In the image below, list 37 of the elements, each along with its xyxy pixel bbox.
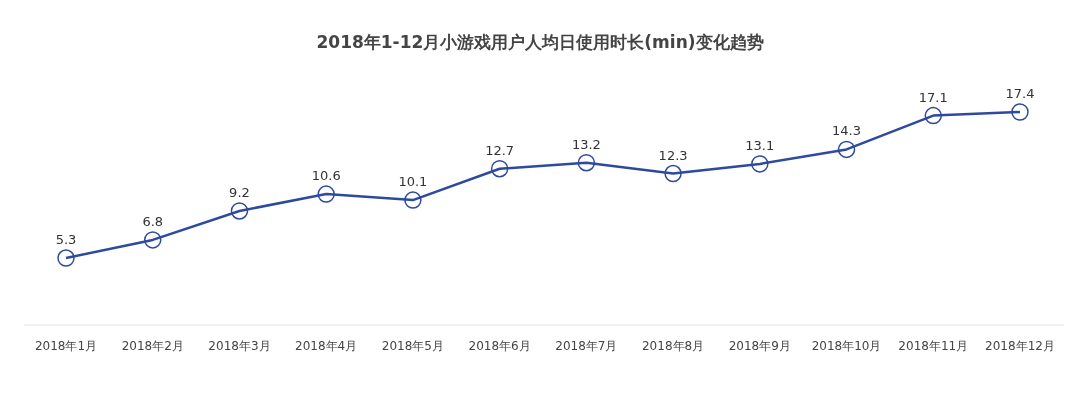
x-tick-label: 2018年1月 [34,339,98,353]
point [57,249,75,267]
x-tick-label: 2018年12月 [985,339,1055,353]
data-label: 6.8 [142,213,164,229]
point [404,191,422,209]
point [577,153,596,172]
point [143,231,162,249]
point [924,106,943,125]
x-tick-label: 2018年10月 [811,339,882,353]
data-label: 10.1 [398,174,428,190]
data-label: 5.3 [55,232,77,248]
x-tick-label: 2018年9月 [728,339,791,353]
data-label: 10.6 [311,168,341,184]
point [664,164,682,183]
point [317,185,335,203]
data-label: 13.1 [745,137,775,153]
data-label: 17.1 [918,89,948,105]
data-label: 17.4 [1005,86,1035,101]
data-label: 14.3 [832,123,862,139]
x-tick-label: 2018年6月 [468,339,531,353]
point [490,159,509,178]
x-tick-label: 2018年3月 [208,339,271,353]
x-tick-label: 2018年5月 [381,339,444,353]
x-tick-label: 2018年7月 [555,339,618,353]
point [230,202,249,220]
data-label: 12.7 [485,142,515,158]
data-label: 13.2 [571,136,601,152]
point [751,155,769,173]
x-tick-label: 2018年11月 [898,339,969,353]
x-tick-label: 2018年8月 [642,339,705,353]
x-tick-label: 2018年2月 [121,339,184,353]
point [1011,103,1029,121]
x-tick-label: 2018年4月 [295,339,358,353]
chart-title: 2018年1-12月小游戏用户人均日使用时长(min)变化趋势 [316,32,764,52]
data-label: 12.3 [658,147,688,163]
point [837,140,856,159]
data-label: 9.2 [229,184,250,200]
